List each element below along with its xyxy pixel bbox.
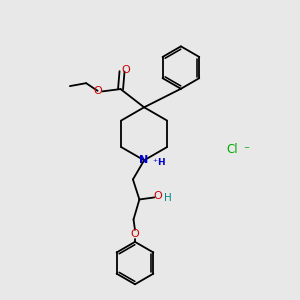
Text: N: N: [140, 155, 149, 165]
Text: O: O: [154, 191, 162, 201]
Text: Cl: Cl: [226, 143, 238, 157]
Text: O: O: [122, 65, 130, 75]
Text: O: O: [94, 86, 103, 96]
Text: H: H: [164, 193, 172, 203]
Text: O: O: [130, 229, 140, 239]
Text: $^{+}$H: $^{+}$H: [152, 156, 167, 168]
Text: $^{-}$: $^{-}$: [243, 145, 250, 155]
